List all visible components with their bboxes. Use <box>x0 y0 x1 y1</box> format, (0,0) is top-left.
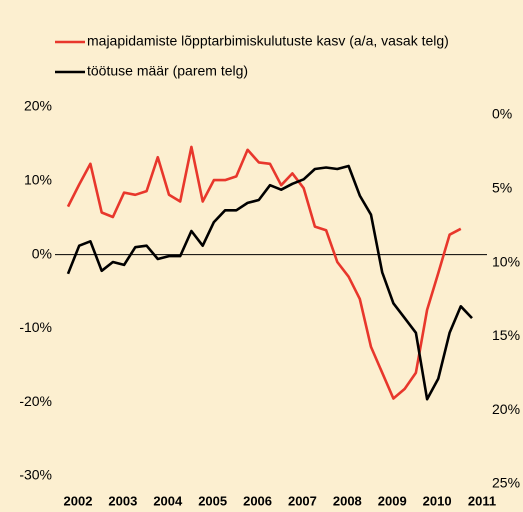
x-tick-label: 2007 <box>288 493 317 508</box>
legend-label: majapidamiste lõpptarbimiskulutuste kasv… <box>87 33 449 49</box>
y-tick-label: -20% <box>19 393 52 409</box>
x-tick-label: 2011 <box>468 493 496 508</box>
y-tick-label: 0% <box>32 245 52 261</box>
y-tick-label: 10% <box>24 172 52 188</box>
y2-tick-label: 0% <box>492 106 512 122</box>
y2-tick-label: 15% <box>492 327 520 343</box>
y2-tick-label: 10% <box>492 253 520 269</box>
x-tick-label: 2008 <box>333 493 362 508</box>
series-line <box>66 145 462 400</box>
x-tick-label: 2005 <box>198 493 227 508</box>
x-tick-label: 2003 <box>108 493 137 508</box>
x-tick-label: 2010 <box>423 493 452 508</box>
y-tick-label: -10% <box>19 319 52 335</box>
y-tick-label: 20% <box>24 98 52 114</box>
y-tick-label: -30% <box>19 467 52 483</box>
x-tick-label: 2009 <box>378 493 407 508</box>
legend-label: töötuse määr (parem telg) <box>87 63 248 79</box>
x-tick-label: 2002 <box>64 493 93 508</box>
y2-tick-label: 25% <box>492 475 520 491</box>
series-line <box>66 164 473 401</box>
y2-tick-label: 5% <box>492 180 512 196</box>
y2-tick-label: 20% <box>492 401 520 417</box>
x-tick-label: 2006 <box>243 493 272 508</box>
x-tick-label: 2004 <box>153 493 183 508</box>
